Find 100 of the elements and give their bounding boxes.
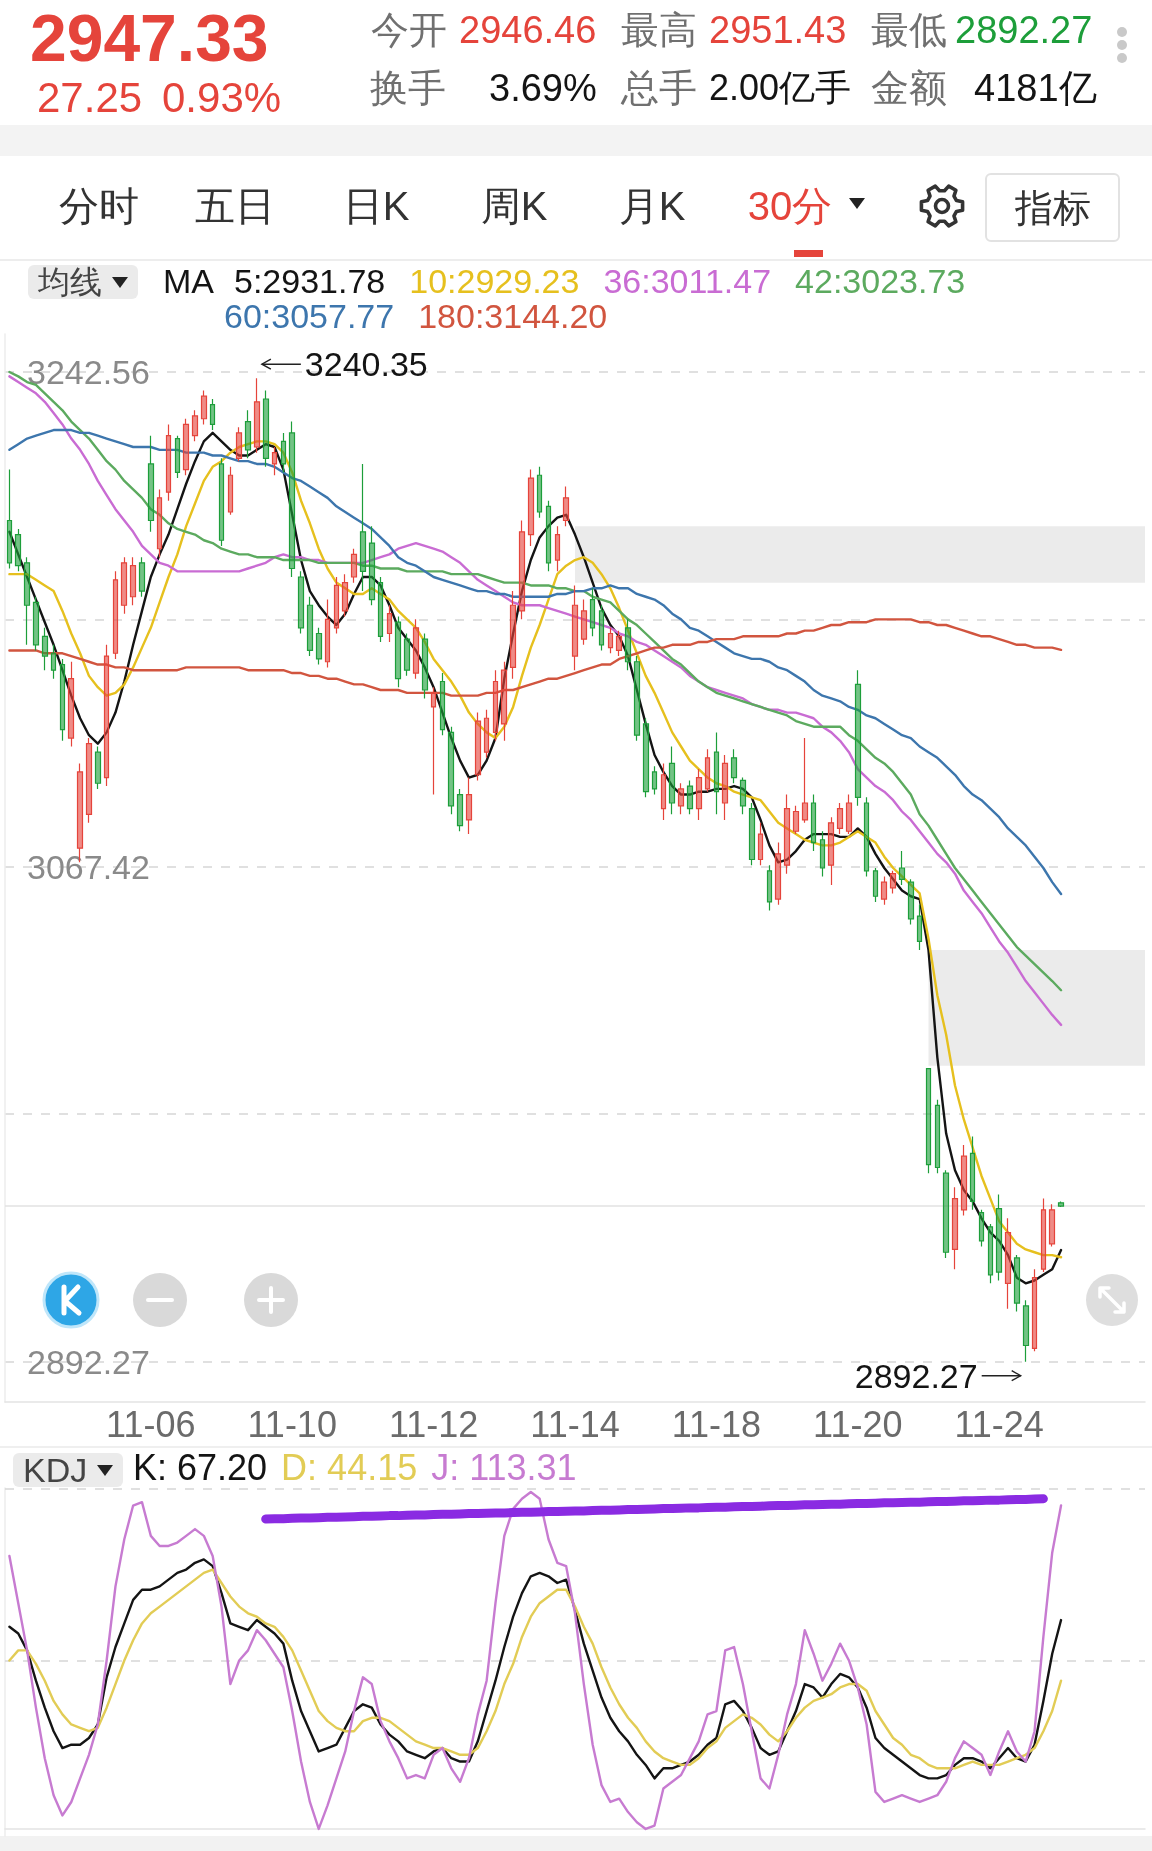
candlestick: [235, 426, 243, 462]
x-tick-label: 11-12: [388, 1403, 479, 1445]
candlestick: [253, 377, 261, 454]
candlestick: [571, 584, 579, 671]
candlestick: [934, 1099, 941, 1174]
candlestick: [651, 765, 658, 796]
annotation: 2892.27: [854, 1356, 978, 1395]
text: 2892.27: [955, 9, 1093, 51]
candlestick: [704, 748, 711, 793]
candlestick: [774, 841, 782, 906]
candlestick: [1022, 1299, 1030, 1363]
candlestick: [660, 762, 667, 821]
text: 周K: [480, 184, 548, 228]
candlestick: [801, 737, 809, 824]
x-tick-label: 11-20: [813, 1403, 903, 1445]
text: 2.00亿手: [709, 67, 852, 108]
text: 最高: [621, 9, 697, 51]
candlestick: [209, 398, 216, 431]
candlestick: [129, 556, 137, 606]
candlestick: [1057, 1200, 1065, 1208]
candlestick: [624, 618, 632, 671]
candlestick: [748, 802, 756, 866]
candlestick: [120, 556, 128, 615]
x-tick-label: 11-06: [106, 1403, 196, 1445]
candlestick: [845, 793, 853, 835]
text: D: 44.15: [281, 1446, 418, 1488]
candlestick: [492, 669, 499, 742]
candlestick: [85, 737, 93, 824]
candlestick: [288, 420, 296, 578]
candlestick: [165, 423, 172, 502]
candlestick: [94, 745, 102, 790]
candlestick: [554, 525, 561, 572]
candlestick: [536, 466, 543, 519]
text: 0.93%: [162, 74, 282, 121]
candlestick: [341, 573, 349, 618]
candlestick: [368, 525, 376, 606]
candlestick: [836, 802, 844, 835]
text: 月K: [618, 184, 686, 228]
text: 最低: [871, 9, 947, 51]
candlestick: [333, 576, 340, 635]
candlestick: [766, 864, 773, 911]
candlestick: [598, 604, 605, 652]
text: 30分: [747, 184, 833, 228]
candlestick: [483, 709, 490, 759]
candlestick: [244, 409, 252, 459]
candlestick: [147, 435, 155, 533]
candlestick: [306, 596, 314, 657]
candlestick: [889, 870, 897, 895]
candlestick: [916, 904, 923, 951]
candlestick: [792, 805, 800, 835]
candlestick: [642, 717, 650, 798]
candlestick: [218, 457, 225, 547]
text: 今开: [371, 9, 447, 51]
candlestick: [880, 875, 888, 906]
candlestick: [633, 655, 641, 742]
candlestick: [421, 632, 429, 700]
candlestick: [863, 796, 870, 878]
y-tick-label: 2892.27: [27, 1342, 150, 1381]
candlestick: [377, 576, 384, 643]
text: 42:3023.73: [795, 262, 966, 300]
candlestick: [518, 519, 526, 620]
candlestick: [898, 850, 906, 886]
text: 2951.43: [709, 9, 847, 51]
candlestick: [67, 661, 75, 748]
candlestick: [500, 661, 508, 742]
dropdown-button: 均线: [28, 265, 138, 299]
text: 换手: [370, 67, 446, 109]
text: 2946.46: [459, 9, 597, 51]
legend-title: MA: [163, 262, 214, 300]
series-label: J: 113.31: [431, 1446, 577, 1488]
candlestick: [969, 1135, 976, 1211]
candlestick: [987, 1223, 994, 1284]
candlestick: [456, 788, 464, 832]
candlestick: [713, 731, 720, 815]
candlestick: [271, 446, 278, 476]
text: 36:3011.47: [603, 262, 772, 300]
text: 5:2931.78: [234, 262, 386, 300]
candlestick: [730, 748, 738, 784]
candlestick: [677, 782, 685, 815]
candlestick: [430, 686, 437, 796]
text: 3.69%: [489, 67, 597, 109]
x-tick-label: 11-24: [954, 1403, 1044, 1445]
text: 2947.33: [30, 1, 269, 75]
candlestick: [615, 630, 623, 657]
candlestick: [103, 644, 110, 787]
candlestick: [783, 793, 791, 875]
candlestick: [668, 745, 676, 815]
candlestick: [200, 389, 208, 426]
candlestick: [6, 469, 13, 570]
candlestick: [1031, 1268, 1038, 1352]
candlestick: [739, 776, 747, 815]
candlestick: [32, 596, 40, 652]
text: 总手: [621, 67, 697, 109]
text: 分时: [59, 184, 139, 228]
candlestick: [1048, 1203, 1056, 1248]
candlestick: [925, 1068, 932, 1174]
x-tick-label: 11-14: [530, 1403, 620, 1445]
candlestick: [589, 587, 596, 637]
candlestick: [112, 570, 119, 660]
text: 五日: [195, 184, 275, 228]
